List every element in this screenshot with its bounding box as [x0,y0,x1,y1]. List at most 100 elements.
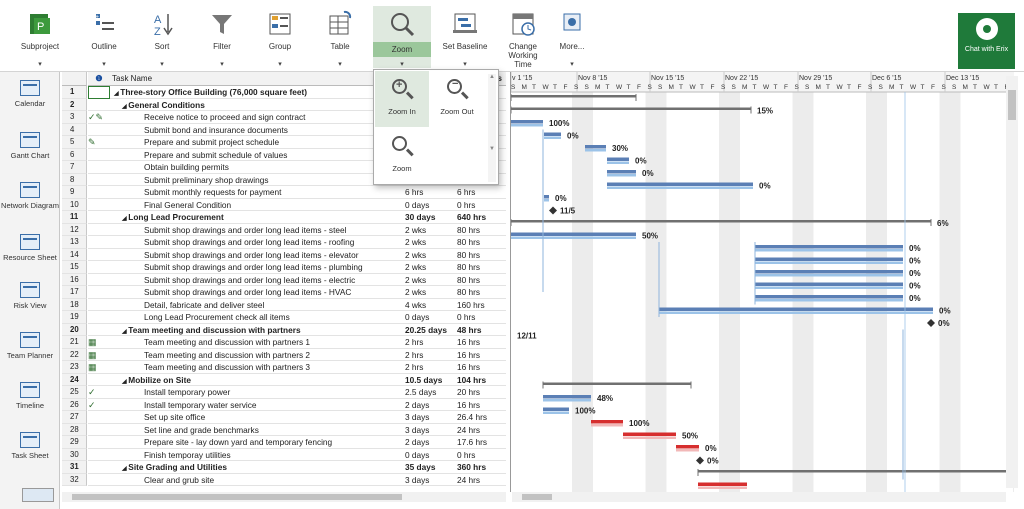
task-row[interactable]: 29 Prepare site - lay down yard and tempo… [62,436,506,449]
vertical-scroll-thumb[interactable] [1008,90,1016,120]
row-number: 11 [62,211,87,224]
row-number: 23 [62,361,87,374]
baseline-bar [755,249,903,252]
subproject-button[interactable]: P Subproject ▾ [10,6,70,68]
task-row[interactable]: 30 Finish temporay utilities 0 days 0 hrs [62,448,506,461]
task-name: Obtain building permits [144,162,229,172]
subproject-dropdown-arrow[interactable]: ▾ [38,61,42,68]
task-row[interactable]: 16 Submit shop drawings and order long le… [62,273,506,286]
task-row[interactable]: 5 ✎ Prepare and submit project schedule [62,136,506,149]
bar-label: 11/5 [560,207,576,216]
zoom-in-button[interactable]: + Zoom In [375,71,429,127]
view-network-diagram[interactable]: Network Diagram [0,182,60,210]
view-risk-view[interactable]: Risk View [0,282,60,310]
table-dropdown-arrow[interactable]: ▾ [338,61,342,68]
task-row[interactable]: 11 ◢ Long Lead Procurement 30 days 640 hrs [62,211,506,224]
zoom-dropdown-scrollbar[interactable]: ▲ ▼ [488,74,496,182]
duration-cell: 2 hrs [402,349,454,361]
task-row[interactable]: 24 ◢ Mobilize on Site 10.5 days 104 hrs [62,373,506,386]
collapse-triangle-icon[interactable]: ◢ [122,103,129,110]
task-row[interactable]: 12 Submit shop drawings and order long le… [62,223,506,236]
row-number: 8 [62,173,87,186]
task-row[interactable]: 22 ▦ Team meeting and discussion with part… [62,348,506,361]
view-task-sheet[interactable]: Task Sheet [0,432,60,460]
task-row[interactable]: 14 Submit shop drawings and order long le… [62,248,506,261]
task-row[interactable]: 28 Set line and grade benchmarks 3 days 24 … [62,423,506,436]
info-column-header[interactable]: ❶ [88,72,110,86]
group-button[interactable]: Group ▾ [258,6,302,68]
view-team-planner[interactable]: Team Planner [0,332,60,360]
filter-button[interactable]: Filter ▾ [200,6,244,68]
day-label: T [994,84,998,91]
task-name-cell: Long Lead Procurement check all items [110,311,402,324]
collapse-triangle-icon[interactable]: ◢ [122,466,129,472]
zoom-button[interactable]: Zoom ▾ [373,6,431,68]
outline-dropdown-arrow[interactable]: ▾ [102,61,106,68]
zoom-out-button[interactable]: − Zoom Out [440,78,474,116]
row-number: 3 [62,111,87,124]
view-calendar[interactable]: Calendar [0,80,60,108]
zoom-entire-button[interactable]: Zoom [375,128,429,182]
gantt-scroll-thumb[interactable] [522,494,552,500]
view-resource-sheet[interactable]: Resource Sheet [0,234,60,262]
more-views-button[interactable] [22,488,54,502]
day-label: T [753,84,757,91]
task-row[interactable]: 27 Set up site office 3 days 26.4 hrs [62,411,506,424]
setbaseline-button[interactable]: Set Baseline ▾ [437,6,493,68]
collapse-triangle-icon[interactable]: ◢ [122,328,129,335]
changeworkingtime-button[interactable]: Change Working Time [500,6,546,69]
work-cell: 80 hrs [454,236,506,249]
bar-label: 48% [597,394,613,403]
task-row[interactable]: 17 Submit shop drawings and order long le… [62,286,506,299]
select-all-corner[interactable] [62,72,87,86]
task-name-cell: ◢ General Conditions [110,99,402,111]
task-row[interactable]: 25 ✓ Install temporary power 2.5 days 20 hrs [62,386,506,399]
task-name: Submit shop drawings and order long lead… [144,237,355,247]
task-row[interactable]: 20 ◢ Team meeting and discussion with par… [62,323,506,336]
task-name-cell: ◢ Site Grading and Utilities [110,461,402,474]
sort-dropdown-arrow[interactable]: ▾ [160,61,164,68]
task-name: Submit shop drawings and order long lead… [144,262,363,272]
collapse-triangle-icon[interactable]: ◢ [114,91,121,97]
task-row[interactable]: 19 Long Lead Procurement check all items 0… [62,311,506,324]
grid-horizontal-scrollbar[interactable] [62,492,506,502]
weekend-shade [719,92,740,492]
task-row[interactable]: 26 ✓ Install temporary water service 2 days… [62,398,506,411]
task-row[interactable]: 31 ◢ Site Grading and Utilities 35 days 360… [62,461,506,474]
collapse-triangle-icon[interactable]: ◢ [122,216,129,222]
task-row[interactable]: 18 Detail, fabricate and deliver steel 4 w… [62,298,506,311]
more-dropdown-arrow[interactable]: ▾ [570,61,574,68]
duration-cell: 2 hrs [402,336,454,349]
table-button[interactable]: Table ▾ [318,6,362,68]
chat-button[interactable]: Chat with Erix [958,13,1015,69]
task-row[interactable]: 21 ▦ Team meeting and discussion with part… [62,336,506,349]
zoom-dropdown-arrow[interactable]: ▾ [400,61,404,68]
setbaseline-dropdown-arrow[interactable]: ▾ [463,61,467,68]
outline-button[interactable]: + Outline ▾ [80,6,128,68]
collapse-triangle-icon[interactable]: ◢ [122,378,129,385]
task-name-header[interactable]: Task Name [110,72,402,86]
task-name: Team meeting and discussion with partner… [144,362,311,372]
row-number: 4 [62,123,87,136]
grid-scroll-thumb[interactable] [72,494,402,500]
view-label: Calendar [14,99,46,108]
task-name-cell: Submit shop drawings and order long lead… [110,286,402,299]
task-row[interactable]: 13 Submit shop drawings and order long le… [62,236,506,249]
sort-button[interactable]: A Z Sort ▾ [140,6,184,68]
filter-dropdown-arrow[interactable]: ▾ [220,61,224,68]
task-row[interactable]: 32 Clear and grub site 3 days 24 hrs [62,473,506,486]
task-row[interactable]: 10 Final General Condition 0 days 0 hrs [62,198,506,211]
group-dropdown-arrow[interactable]: ▾ [278,61,282,68]
task-row[interactable]: 15 Submit shop drawings and order long le… [62,261,506,274]
vertical-scrollbar[interactable] [1006,76,1018,488]
task-name-cell: ◢ Team meeting and discussion with partn… [110,324,402,336]
view-gantt-chart[interactable]: Gantt Chart [0,132,60,160]
duration-cell: 2 hrs [402,361,454,374]
gantt-horizontal-scrollbar[interactable] [512,492,1006,502]
row-number: 10 [62,198,87,211]
baseline-bar [659,311,933,314]
view-timeline[interactable]: Timeline [0,382,60,410]
task-row[interactable]: 23 ▦ Team meeting and discussion with part… [62,361,506,374]
task-row[interactable]: 9 Submit monthly requests for payment 6 hr… [62,186,506,199]
more-button[interactable]: More... ▾ [556,6,588,68]
